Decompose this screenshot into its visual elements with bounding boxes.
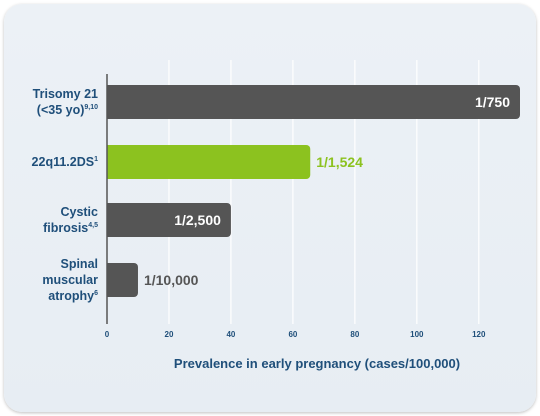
bar <box>107 203 231 237</box>
category-label: muscular <box>42 273 98 287</box>
x-tick-label: 60 <box>288 330 297 339</box>
category-label: fibrosis4,5 <box>43 221 98 235</box>
data-labels: 1/750 1/1,524 1/2,500 1/10,000 <box>144 94 510 288</box>
category-label: Cystic <box>60 205 98 219</box>
x-tick-label: 100 <box>410 330 424 339</box>
bars <box>107 85 520 297</box>
chart-card: 0 20 40 60 80 100 120 Trisomy 21 (<35 yo)9,10 22… <box>4 4 536 412</box>
category-label: atrophy6 <box>48 289 98 303</box>
category-labels: Trisomy 21 (<35 yo)9,10 22q11.2DS1 Cystic fi… <box>32 87 99 303</box>
category-label: Spinal <box>60 257 98 271</box>
bar-value-label: 1/2,500 <box>174 212 221 228</box>
x-tick-label: 0 <box>105 330 110 339</box>
bar-left-edge <box>107 145 113 179</box>
bar <box>107 145 311 179</box>
bar-value-label: 1/750 <box>475 94 510 110</box>
x-tick-label: 20 <box>165 330 174 339</box>
category-label: 22q11.2DS1 <box>32 155 99 169</box>
x-axis: 0 20 40 60 80 100 120 <box>105 74 486 339</box>
category-label: (<35 yo)9,10 <box>37 103 98 117</box>
x-tick-label: 120 <box>472 330 486 339</box>
x-tick-label: 40 <box>226 330 235 339</box>
category-label: Trisomy 21 <box>33 87 98 101</box>
bar <box>107 85 520 119</box>
bar-value-label: 1/1,524 <box>316 154 363 170</box>
bar-left-edge <box>107 85 113 119</box>
x-tick-label: 80 <box>350 330 359 339</box>
bar-left-edge <box>107 203 113 237</box>
bar-left-edge <box>107 263 113 297</box>
bar-chart: 0 20 40 60 80 100 120 Trisomy 21 (<35 yo)9,10 22… <box>32 60 520 371</box>
bar <box>107 263 138 297</box>
bar-value-label: 1/10,000 <box>144 272 199 288</box>
x-axis-label: Prevalence in early pregnancy (cases/100… <box>174 356 460 371</box>
